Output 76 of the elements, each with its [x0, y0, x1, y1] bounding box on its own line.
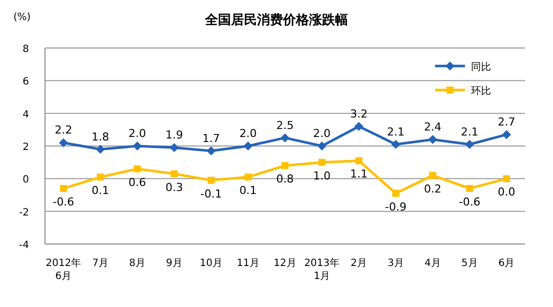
point: [466, 184, 474, 192]
legend-label: 环比: [471, 85, 491, 97]
point: [96, 174, 104, 181]
point: [96, 144, 105, 154]
point: [58, 138, 68, 148]
data-label: 0.0: [498, 186, 516, 199]
point: [503, 175, 510, 182]
data-label: 0.8: [276, 172, 294, 186]
x-tick-label: 11月: [236, 258, 260, 269]
point: [317, 142, 326, 150]
x-tick-label: 9月: [166, 258, 182, 269]
point: [170, 170, 178, 178]
x-tick-label: 2月: [350, 258, 368, 269]
x-tick-label: 7月: [92, 258, 109, 269]
point: [244, 142, 253, 150]
y-tick-label: 6: [22, 76, 29, 88]
x-tick-label: 5月: [461, 258, 478, 269]
point: [355, 157, 362, 164]
data-label: 2.5: [276, 118, 294, 132]
point: [502, 130, 512, 140]
data-label: 0.3: [165, 180, 183, 194]
point: [392, 190, 400, 197]
chart-title: 全国居民消费价格涨跌幅: [204, 13, 348, 28]
data-label: 3.2: [350, 107, 368, 120]
y-tick-label: -2: [19, 207, 29, 218]
legend-label: 同比: [471, 61, 491, 73]
point: [208, 176, 215, 184]
point: [60, 184, 67, 192]
point: [244, 174, 252, 181]
data-label: 0.6: [128, 176, 146, 189]
point: [134, 165, 141, 172]
y-axis-title: (%): [13, 12, 31, 23]
data-label: 0.2: [424, 182, 442, 196]
data-label: 1.8: [92, 130, 110, 144]
x-tick-label: 2012年 6月: [46, 257, 82, 282]
point: [280, 133, 290, 142]
data-label: 2.1: [460, 125, 478, 138]
y-tick-label: 8: [22, 44, 29, 55]
point: [428, 134, 438, 144]
y-tick-label: 0: [22, 174, 29, 186]
y-tick-label: 4: [22, 109, 29, 120]
point: [206, 146, 216, 156]
data-label: -0.9: [385, 200, 407, 214]
data-label: 2.0: [313, 127, 331, 140]
data-label: 0.1: [92, 184, 110, 198]
y-tick-label: 2: [22, 142, 29, 153]
x-tick-label: 10月: [200, 258, 223, 269]
point: [465, 140, 474, 149]
point: [429, 172, 436, 179]
data-label: 1.7: [202, 132, 220, 145]
x-tick-label: 8月: [129, 258, 146, 269]
data-label: 2.4: [424, 120, 442, 134]
y-tick-label: -4: [19, 240, 29, 251]
x-tick-label: 4月: [424, 258, 441, 269]
data-label: 1.1: [350, 168, 368, 181]
point: [354, 122, 364, 131]
data-label: 2.7: [498, 116, 516, 129]
data-label: 2.2: [54, 124, 72, 137]
data-label: 2.0: [128, 127, 146, 140]
point: [282, 162, 288, 170]
data-label: -0.6: [458, 195, 480, 208]
x-tick-label: 3月: [388, 258, 404, 269]
data-label: 0.1: [239, 184, 257, 198]
point: [170, 143, 179, 152]
point: [318, 158, 326, 166]
x-tick-label: 12月: [274, 258, 296, 269]
x-tick-label: 6月: [498, 258, 515, 269]
point: [391, 140, 400, 149]
data-label: 1.9: [165, 128, 183, 142]
data-label: -0.6: [52, 195, 74, 208]
data-label: 1.0: [313, 169, 331, 182]
data-label: -0.1: [200, 187, 222, 200]
data-label: 2.0: [239, 127, 257, 140]
point: [132, 142, 142, 150]
x-tick-label: 2013年 1月: [304, 257, 340, 282]
data-label: 2.1: [387, 125, 405, 138]
